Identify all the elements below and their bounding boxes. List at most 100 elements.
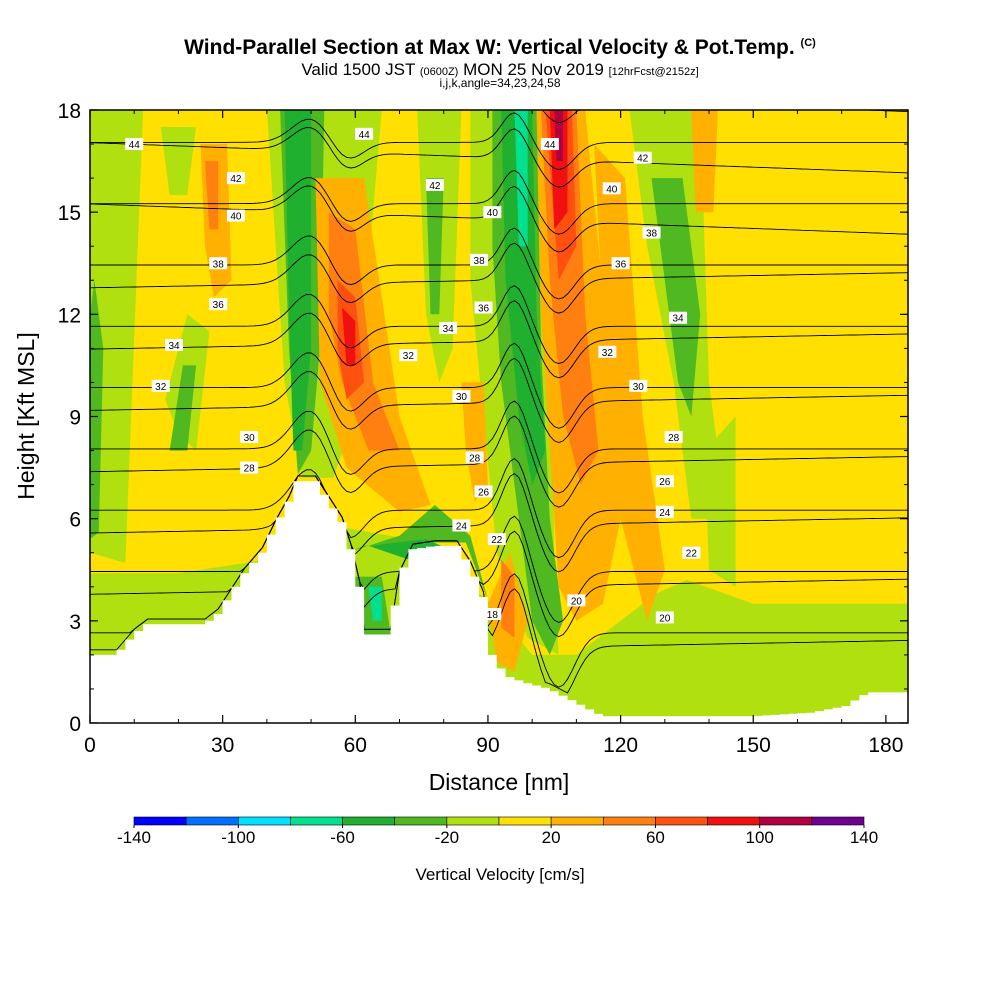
- colorbar-swatch-9: [602, 816, 656, 826]
- colorbar-swatch-13: [811, 816, 865, 826]
- colorbar: -140 -100 -60 -20 20 60 100 140: [117, 816, 878, 847]
- contour-label-text: 34: [673, 314, 685, 325]
- colorbar-label: Vertical Velocity [cm/s]: [415, 865, 584, 884]
- contour-label-8: 28: [240, 461, 259, 475]
- contour-label-bg: [125, 138, 144, 151]
- contour-label-15: 32: [399, 349, 418, 362]
- y-tick-label: 9: [69, 407, 81, 430]
- contour-label-bg: [165, 338, 184, 351]
- theta-contour-minor-28: [90, 285, 908, 365]
- y-tick-label: 15: [58, 202, 81, 225]
- contour-label-text: 24: [659, 508, 671, 519]
- shading-region-9: [704, 416, 736, 587]
- contour-label-6: 32: [151, 379, 170, 393]
- x-tick-label: 150: [736, 734, 771, 757]
- theta-contour-minor-34: [90, 112, 908, 170]
- shading-region-11: [169, 365, 197, 451]
- theta-contour-minor-20: [90, 475, 908, 623]
- contour-label-17: 28: [465, 451, 484, 464]
- theta-contour-34: [90, 127, 908, 188]
- colorbar-tick-label: -140: [117, 828, 151, 847]
- contour-label-bg: [664, 430, 683, 443]
- contour-label-27: 34: [669, 311, 688, 325]
- contour-label-11: 40: [483, 206, 502, 219]
- theta-contour-minor-26: [90, 342, 908, 429]
- contour-label-20: 22: [487, 533, 506, 546]
- theta-contour-26: [90, 357, 908, 443]
- contour-label-12: 38: [470, 253, 489, 267]
- shading-region-16: [651, 178, 701, 417]
- contour-label-bg: [655, 475, 674, 488]
- y-axis-label: Height [Kft MSL]: [13, 332, 39, 499]
- colorbar-swatch-6: [446, 816, 500, 826]
- shading-region-14: [426, 178, 444, 315]
- contour-label-text: 26: [478, 487, 490, 498]
- colorbar-swatch-8: [550, 816, 604, 826]
- contour-label-bg: [439, 321, 458, 334]
- contour-label-bg: [355, 127, 374, 140]
- contour-label-text: 38: [646, 229, 658, 240]
- contour-label-bg: [425, 178, 444, 191]
- contour-label-text: 28: [668, 433, 680, 444]
- theta-contour-38: [90, 11, 908, 58]
- contour-label-23: 42: [633, 151, 652, 165]
- contour-label-text: 24: [456, 521, 468, 532]
- x-tick-label: 90: [476, 734, 499, 757]
- contour-label-bg: [633, 151, 652, 164]
- x-tick-label: 120: [603, 734, 638, 757]
- shading-region-32: [205, 161, 219, 230]
- contour-label-21: 18: [483, 608, 502, 621]
- contour-label-bg: [226, 172, 245, 185]
- theta-contour-minor-32: [90, 169, 908, 235]
- contour-label-bg: [151, 379, 170, 392]
- theta-contour-22: [90, 473, 908, 573]
- terrain-polygon: [90, 481, 908, 723]
- theta-contour-20: [90, 475, 908, 638]
- contour-label-bg: [452, 390, 471, 403]
- contour-label-text: 28: [244, 464, 256, 475]
- y-tick-label: 3: [69, 611, 81, 634]
- contour-label-text: 40: [487, 208, 499, 219]
- contour-label-bg: [655, 505, 674, 518]
- contour-label-bg: [240, 430, 259, 443]
- colorbar-swatch-3: [290, 816, 343, 826]
- theta-contour-minor-38: [90, 0, 908, 40]
- colorbar-tick-label: -100: [221, 828, 255, 847]
- contour-label-text: 44: [359, 130, 371, 141]
- contour-label-text: 34: [168, 341, 180, 352]
- contour-label-bg: [669, 311, 688, 324]
- shading-region-22: [368, 586, 382, 621]
- theta-contour-28: [90, 300, 908, 379]
- y-tick-label: 6: [69, 509, 81, 532]
- contour-label-bg: [483, 608, 502, 621]
- colorbar-swatch-1: [185, 816, 239, 826]
- contour-label-bg: [642, 226, 661, 239]
- contour-label-text: 42: [429, 181, 441, 192]
- theta-contours: [90, 0, 908, 694]
- contour-label-text: 20: [659, 613, 671, 624]
- shading-region-2: [90, 110, 144, 563]
- colorbar-tick-label: -60: [330, 828, 355, 847]
- contour-label-35: 20: [655, 611, 674, 624]
- shading-region-25: [461, 382, 488, 502]
- contour-label-text: 42: [637, 154, 649, 165]
- shading-region-10: [90, 280, 104, 540]
- contour-label-text: 26: [659, 477, 671, 488]
- colorbar-tick-label: 20: [542, 828, 561, 847]
- colorbar-swatch-5: [394, 816, 448, 826]
- colorbar-swatch-2: [237, 816, 291, 826]
- contour-label-text: 36: [213, 300, 225, 311]
- contour-label-text: 40: [230, 212, 242, 223]
- contour-label-text: 40: [606, 184, 618, 195]
- contour-label-bg: [655, 611, 674, 624]
- contour-label-5: 34: [165, 338, 184, 352]
- theta-contour-minor-24: [90, 400, 908, 494]
- contour-label-bg: [629, 379, 648, 392]
- contour-label-29: 30: [629, 379, 648, 393]
- chart-title: Wind-Parallel Section at Max W: Vertical…: [184, 36, 816, 59]
- contour-label-bg: [474, 301, 493, 314]
- terrain-mask: [90, 481, 908, 723]
- theta-contour-minor-36: [90, 55, 908, 105]
